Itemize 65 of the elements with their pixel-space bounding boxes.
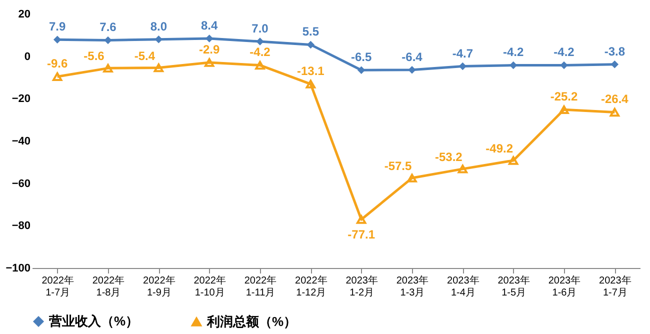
y-tick-label: −40 bbox=[12, 136, 30, 148]
data-label: -4.7 bbox=[452, 46, 474, 60]
data-label: 7.9 bbox=[48, 20, 66, 34]
data-label: 7.6 bbox=[100, 20, 117, 34]
data-label: -9.6 bbox=[46, 56, 68, 71]
point bbox=[306, 80, 316, 88]
x-tick-label: 2023年 1-3月 bbox=[396, 274, 429, 298]
data-label: -5.4 bbox=[134, 48, 156, 63]
point bbox=[255, 60, 265, 70]
data-label: -57.5 bbox=[384, 159, 412, 174]
y-tick-label: −60 bbox=[12, 178, 30, 190]
point bbox=[53, 36, 62, 44]
point bbox=[204, 58, 214, 67]
x-tick-label: 2022年 1-11月 bbox=[244, 274, 277, 298]
point bbox=[407, 174, 417, 182]
data-label: 7.0 bbox=[252, 22, 269, 36]
point bbox=[256, 38, 264, 46]
point bbox=[560, 61, 568, 70]
x-tick-label: 2023年 1-4月 bbox=[447, 274, 480, 298]
y-tick-label: −100 bbox=[6, 262, 30, 274]
data-label: 5.5 bbox=[302, 24, 320, 39]
point bbox=[306, 40, 315, 49]
x-tick-label: 2022年 1-8月 bbox=[92, 274, 125, 298]
point bbox=[357, 66, 366, 74]
x-tick-label: 2023年 1-2月 bbox=[346, 274, 378, 298]
point bbox=[508, 156, 518, 165]
data-label: -77.1 bbox=[348, 228, 376, 242]
data-label: -13.1 bbox=[296, 64, 325, 78]
point bbox=[610, 108, 620, 117]
legend-label: 营业收入（%） bbox=[48, 314, 139, 329]
point bbox=[408, 66, 416, 74]
data-label: -4.2 bbox=[554, 45, 575, 60]
x-tick-label: 2022年 1-12月 bbox=[295, 274, 328, 298]
data-label: -6.4 bbox=[402, 50, 423, 64]
data-label: -26.4 bbox=[600, 92, 629, 106]
data-label: -49.2 bbox=[486, 141, 514, 156]
y-tick-label: 20 bbox=[18, 8, 30, 20]
data-label: -3.8 bbox=[604, 44, 626, 58]
data-label: -4.2 bbox=[502, 45, 524, 60]
point bbox=[154, 63, 164, 72]
data-label: -5.6 bbox=[84, 49, 105, 64]
x-tick-label: 2022年 1-10月 bbox=[194, 274, 226, 298]
legend-label: 利润总额（%） bbox=[206, 314, 297, 329]
point bbox=[103, 64, 113, 73]
point bbox=[52, 72, 62, 82]
x-tick-label: 2023年 1-6月 bbox=[548, 274, 581, 298]
point bbox=[610, 60, 619, 68]
data-label: 8.0 bbox=[150, 19, 168, 34]
point bbox=[559, 105, 569, 114]
data-label: -6.5 bbox=[350, 50, 372, 64]
y-tick-label: −20 bbox=[12, 93, 30, 106]
x-tick-label: 2022年 1-9月 bbox=[143, 274, 176, 298]
y-tick-label: 0 bbox=[24, 50, 30, 63]
y-tick-label: −80 bbox=[12, 220, 30, 232]
data-label: -25.2 bbox=[550, 90, 578, 104]
point bbox=[356, 215, 366, 224]
point bbox=[458, 164, 468, 174]
data-label: -4.2 bbox=[250, 45, 271, 60]
x-tick-label: 2023年 1-5月 bbox=[498, 274, 530, 298]
point bbox=[104, 36, 112, 44]
data-label: -2.9 bbox=[198, 42, 220, 56]
x-tick-label: 2023年 1-7月 bbox=[599, 274, 632, 298]
data-label: 8.4 bbox=[200, 18, 218, 33]
data-label: -53.2 bbox=[434, 150, 463, 164]
x-tick-label: 2022年 1-7月 bbox=[42, 274, 74, 298]
